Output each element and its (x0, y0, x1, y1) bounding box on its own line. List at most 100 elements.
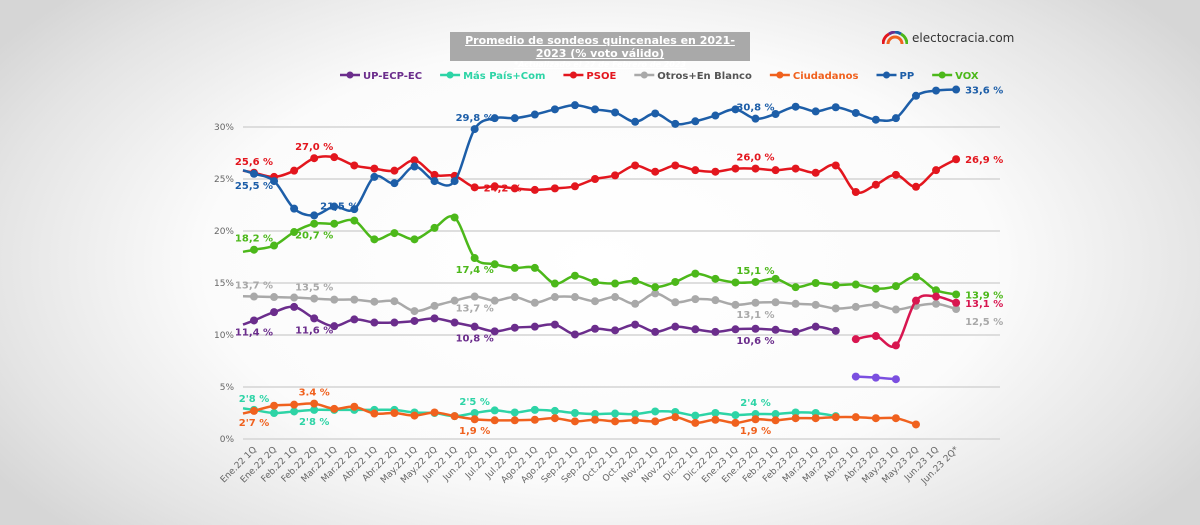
data-point (390, 179, 399, 188)
data-point (811, 322, 820, 331)
data-label: 30,8 % (736, 103, 774, 114)
data-point (811, 414, 820, 423)
data-point (390, 229, 399, 238)
data-point (711, 409, 720, 417)
data-point (631, 161, 640, 170)
data-point (290, 400, 299, 409)
legend-item: PP (900, 71, 915, 82)
data-point (611, 409, 620, 418)
data-point (771, 410, 780, 419)
legend-item: UP-ECP-EC (363, 71, 422, 82)
data-point (711, 274, 720, 283)
series-line-2 (242, 155, 957, 194)
data-point (831, 326, 840, 335)
data-point (651, 167, 660, 176)
data-point (631, 320, 640, 329)
data-label: 10,6 % (736, 336, 774, 347)
data-point (932, 166, 941, 175)
y-tick-label: 10% (214, 331, 234, 341)
data-point (751, 114, 760, 123)
data-point (290, 166, 299, 175)
data-point (550, 414, 559, 423)
data-point (370, 164, 379, 173)
data-point (330, 295, 339, 304)
data-label: 25,5 % (235, 181, 273, 192)
data-point (791, 327, 800, 336)
logo-text: electocracia.com (912, 31, 1015, 45)
data-point (410, 411, 419, 420)
data-label: 2'8 % (239, 394, 269, 405)
data-point (891, 114, 900, 123)
data-point (330, 404, 339, 413)
data-point (711, 415, 720, 424)
data-point (911, 420, 920, 429)
data-point (370, 409, 379, 418)
data-point (270, 308, 279, 317)
data-point (310, 154, 319, 163)
data-point (932, 86, 941, 95)
data-point (731, 418, 740, 427)
data-point (510, 323, 519, 332)
data-point (570, 182, 579, 191)
data-point (651, 289, 660, 298)
data-label: 20,7 % (295, 231, 333, 242)
data-point (891, 414, 900, 423)
data-point (250, 292, 258, 301)
data-point (290, 228, 299, 237)
data-label: 12,5 % (965, 317, 1003, 328)
data-point (290, 302, 299, 311)
data-point (611, 417, 620, 426)
data-point (570, 271, 579, 280)
data-point (470, 292, 479, 301)
data-point (430, 314, 439, 323)
data-point (550, 279, 559, 288)
data-point (510, 114, 519, 123)
data-point (270, 293, 279, 302)
data-point (891, 282, 900, 291)
data-point (671, 277, 680, 286)
data-point (811, 300, 820, 309)
data-point (911, 272, 920, 281)
legend-item: Ciudadanos (793, 71, 859, 82)
data-point (350, 205, 359, 214)
data-point (510, 293, 519, 302)
data-point (631, 299, 640, 308)
data-point (350, 315, 359, 324)
legend-marker-dot (446, 71, 454, 79)
legend-marker-dot (346, 71, 354, 79)
data-point (932, 292, 941, 301)
data-point (410, 316, 419, 325)
data-label: 2'7 % (239, 418, 269, 429)
data-label: 29,8 % (456, 113, 494, 124)
data-point (470, 409, 479, 417)
data-point (871, 414, 880, 423)
data-point (530, 263, 539, 272)
data-label: 26,0 % (736, 153, 774, 164)
data-point (891, 305, 900, 314)
data-point (550, 293, 559, 302)
data-point (450, 177, 459, 186)
data-point (250, 316, 258, 325)
data-point (410, 156, 419, 165)
data-point (871, 284, 880, 293)
data-point (430, 170, 439, 179)
data-point (791, 283, 800, 292)
data-point (570, 409, 579, 417)
data-point (350, 402, 359, 411)
data-point (731, 164, 740, 173)
data-point (591, 175, 600, 183)
data-point (871, 115, 880, 124)
data-point (731, 411, 740, 420)
data-point (310, 399, 319, 408)
data-point (631, 117, 640, 126)
data-point (591, 277, 600, 286)
data-point (851, 188, 860, 196)
legend-marker-dot (883, 71, 890, 79)
data-point (671, 119, 680, 128)
data-point (771, 274, 780, 283)
data-label: 13,7 % (235, 281, 273, 292)
data-point (751, 324, 760, 333)
data-point (330, 322, 339, 331)
y-tick-label: 30% (214, 123, 234, 133)
data-point (751, 277, 760, 286)
